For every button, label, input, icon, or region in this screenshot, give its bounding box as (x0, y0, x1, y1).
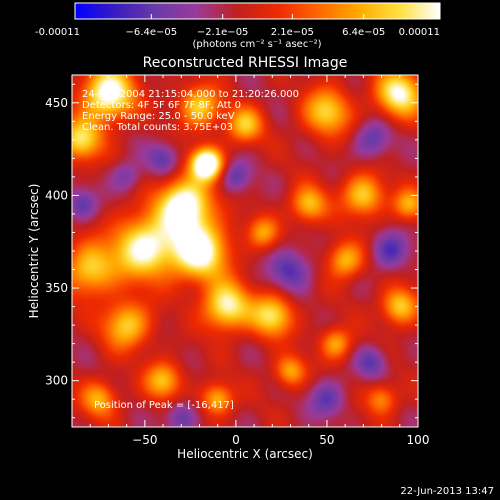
y-axis-label: Heliocentric Y (arcsec) (27, 184, 41, 319)
annotation-block: 24-Feb-2004 21:15:04.000 to 21:20:26.000… (82, 89, 299, 133)
colorbar-tick-label: 2.1e−05 (271, 27, 314, 38)
annotation-time-range: 24-Feb-2004 21:15:04.000 to 21:20:26.000 (82, 89, 299, 100)
x-tick-label: 0 (232, 433, 240, 447)
x-tick-label: 50 (319, 433, 334, 447)
colorbar (74, 2, 441, 20)
colorbar-tick-labels: -0.00011 −6.4e−05 −2.1e−05 2.1e−05 6.4e−05 0.… (35, 27, 440, 38)
annotation-energy-range: Energy Range: 25.0 - 50.0 keV (82, 111, 235, 122)
annotation-total-counts: Clean. Total counts: 3.75E+03 (82, 122, 233, 133)
colorbar-tick-label: -0.00011 (35, 27, 80, 38)
x-tick-label: 100 (407, 433, 430, 447)
annotation-detectors: Detectors: 4F 5F 6F 7F 8F, Att 0 (82, 100, 241, 111)
x-axis-label: Heliocentric X (arcsec) (177, 447, 313, 461)
x-tick-label: −50 (132, 433, 157, 447)
y-tick-label: 300 (45, 374, 68, 388)
heatmap-area (72, 75, 418, 427)
peak-position-label: Position of Peak = [-16,417] (94, 400, 234, 411)
colorbar-tick-label: −6.4e−05 (126, 27, 178, 38)
y-tick-label: 400 (45, 188, 68, 202)
y-tick-label: 450 (45, 96, 68, 110)
colorbar-tick-label: −2.1e−05 (197, 27, 249, 38)
colorbar-tick-label: 0.00011 (399, 27, 440, 38)
chart-title: Reconstructed RHESSI Image (143, 55, 348, 71)
colorbar-unit-label: (photons cm⁻² s⁻¹ asec⁻²) (192, 39, 321, 50)
colorbar-tick-label: 6.4e−05 (342, 27, 385, 38)
x-axis-ticks: −50 0 50 100 (89, 75, 430, 447)
heatmap-image (72, 75, 418, 427)
y-tick-label: 350 (45, 281, 68, 295)
colorbar-ticks (74, 14, 441, 19)
footer-date: 22-Jun-2013 13:47 (400, 486, 494, 497)
y-axis-ticks: 300 350 400 450 (45, 83, 418, 419)
